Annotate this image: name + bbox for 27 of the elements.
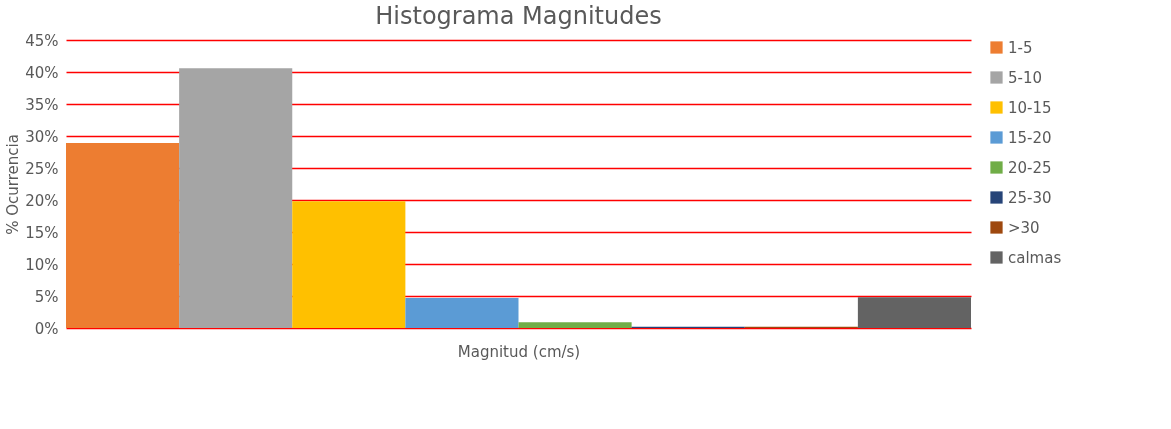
y-tick-label: 10% <box>25 255 59 274</box>
y-tick-label: 35% <box>25 95 59 114</box>
bar <box>179 68 293 328</box>
y-tick-label: 20% <box>25 191 59 210</box>
bar <box>66 143 180 328</box>
chart-title: Histograma Magnitudes <box>375 2 662 30</box>
y-tick-label: 30% <box>25 127 59 146</box>
legend-label: >30 <box>1008 218 1040 237</box>
y-tick-label: 0% <box>34 319 59 338</box>
legend-label: calmas <box>1008 248 1062 267</box>
legend-label: 25-30 <box>1008 188 1052 207</box>
bar <box>405 297 519 328</box>
legend-label: 15-20 <box>1008 128 1052 147</box>
legend-label: 1-5 <box>1008 38 1033 57</box>
legend-label: 5-10 <box>1008 68 1043 87</box>
y-axis-title: % Ocurrencia <box>4 134 23 235</box>
y-tick-label: 25% <box>25 159 59 178</box>
legend-label: 10-15 <box>1008 98 1052 117</box>
legend-label: 20-25 <box>1008 158 1052 177</box>
y-tick-label: 15% <box>25 223 59 242</box>
y-tick-label: 5% <box>34 287 59 306</box>
bar <box>857 297 971 328</box>
bar <box>518 322 632 328</box>
y-tick-label: 45% <box>25 31 59 50</box>
y-tick-label: 40% <box>25 63 59 82</box>
x-axis-title: Magnitud (cm/s) <box>457 342 581 361</box>
bar <box>292 201 406 328</box>
